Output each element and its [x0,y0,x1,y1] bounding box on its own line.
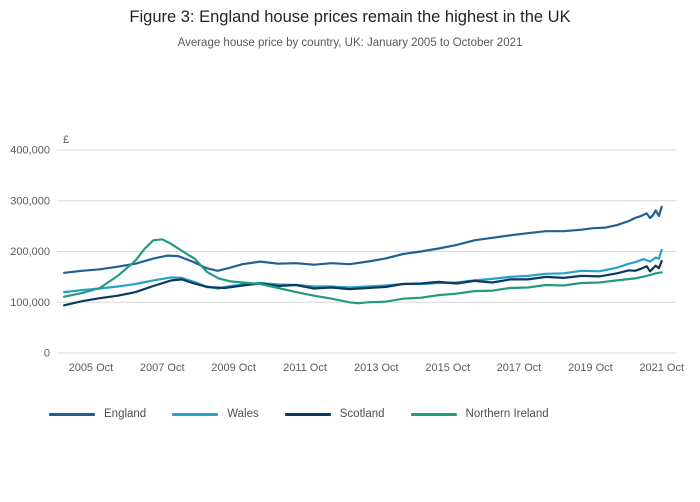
chart-legend: England Wales Scotland Northern Ireland [49,408,549,420]
legend-swatch-england [49,412,95,416]
series-line-scotland [62,260,663,307]
x-tick-label: 2017 Oct [497,362,542,374]
legend-label-northern-ireland: Northern Ireland [465,408,549,420]
y-tick-label: 0 [44,348,50,360]
legend-item-wales: Wales [172,408,259,420]
chart-subtitle: Average house price by country, UK: Janu… [177,37,523,49]
legend-swatch-northern-ireland [410,412,457,416]
series-line-northern-ireland [62,238,663,305]
x-tick-label: 2011 Oct [283,362,327,374]
x-tick-label: 2009 Oct [211,362,256,374]
y-tick-label: 400,000 [10,145,50,157]
legend-item-northern-ireland: Northern Ireland [410,408,549,420]
legend-label-england: England [104,408,147,420]
legend-swatch-wales [172,412,219,416]
x-tick-label: 2007 Oct [140,362,185,374]
x-tick-label: 2013 Oct [354,362,399,374]
legend-item-scotland: Scotland [284,408,385,420]
chart-title: Figure 3: England house prices remain th… [129,8,571,26]
legend-label-scotland: Scotland [339,408,385,420]
y-tick-label: 200,000 [10,246,50,258]
legend-item-england: England [49,408,146,420]
x-tick-label: 2021 Oct [639,362,684,374]
legend-swatch-scotland [284,412,331,416]
y-axis-unit-label: £ [63,134,69,146]
x-tick-label: 2015 Oct [425,362,470,374]
x-tick-label: 2019 Oct [568,362,613,374]
series-line-wales [62,248,663,294]
y-tick-label: 100,000 [10,297,50,309]
y-tick-label: 300,000 [10,195,50,207]
x-tick-label: 2005 Oct [69,362,114,374]
legend-label-wales: Wales [227,408,259,420]
series-line-england [62,205,663,274]
